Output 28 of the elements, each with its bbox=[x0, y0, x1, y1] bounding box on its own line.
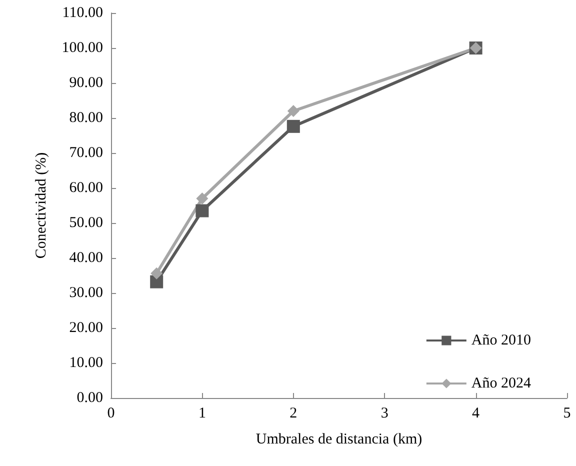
x-tick-label: 1 bbox=[198, 406, 206, 422]
x-tick-label: 3 bbox=[380, 406, 388, 422]
y-tick-label: 20.00 bbox=[69, 320, 103, 336]
y-axis-title: Conectividad (%) bbox=[34, 152, 50, 259]
legend-label: Año 2024 bbox=[471, 376, 532, 392]
y-tick-label: 80.00 bbox=[69, 110, 103, 126]
point bbox=[286, 120, 300, 133]
x-tick-label: 5 bbox=[563, 406, 571, 422]
y-tick-label: 100.00 bbox=[62, 40, 103, 56]
y-tick-label: 110.00 bbox=[62, 5, 103, 21]
y-tick-label: 60.00 bbox=[69, 180, 103, 196]
point bbox=[150, 267, 163, 280]
x-tick-label: 0 bbox=[107, 406, 115, 422]
x-tick-label: 2 bbox=[290, 406, 298, 422]
y-tick-label: 40.00 bbox=[69, 250, 103, 266]
y-tick-label: 90.00 bbox=[69, 75, 103, 91]
y-tick-label: 50.00 bbox=[69, 215, 103, 231]
x-tick-label: 4 bbox=[472, 406, 480, 422]
legend-label: Año 2010 bbox=[471, 332, 532, 348]
y-tick-label: 10.00 bbox=[69, 355, 103, 371]
point bbox=[196, 204, 209, 218]
y-tick-label: 0.00 bbox=[76, 390, 103, 406]
point bbox=[150, 275, 164, 288]
point bbox=[287, 105, 300, 117]
y-tick-label: 30.00 bbox=[69, 285, 103, 301]
y-tick-label: 70.00 bbox=[69, 145, 103, 161]
x-axis-title: Umbrales de distancia (km) bbox=[256, 432, 422, 448]
point bbox=[196, 192, 208, 204]
